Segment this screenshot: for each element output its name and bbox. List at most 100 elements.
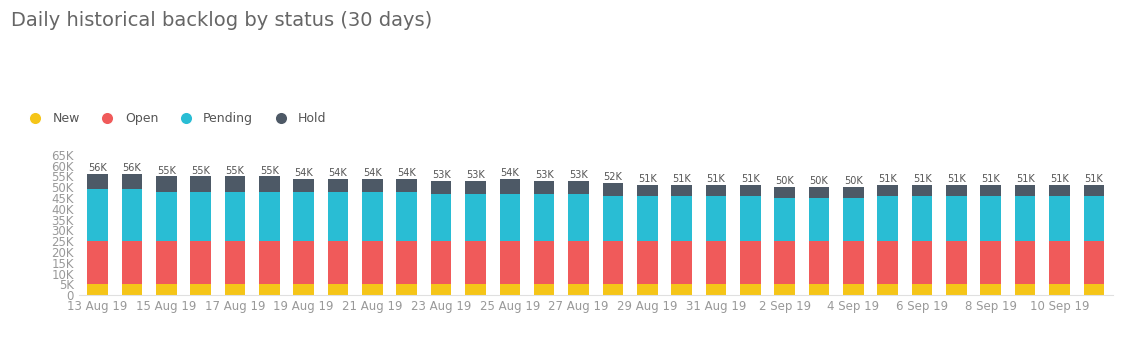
Text: 55K: 55K — [191, 166, 210, 176]
Bar — [740, 284, 761, 295]
Text: 51K: 51K — [913, 174, 932, 184]
Bar — [225, 284, 245, 295]
Bar — [534, 181, 554, 194]
Bar — [774, 187, 795, 198]
Text: 51K: 51K — [878, 174, 897, 184]
Bar — [259, 241, 280, 284]
Bar — [121, 174, 143, 189]
Bar — [190, 192, 211, 241]
Bar — [843, 241, 863, 284]
Bar — [1015, 284, 1035, 295]
Bar — [980, 241, 1001, 284]
Text: 51K: 51K — [1085, 174, 1104, 184]
Bar — [912, 284, 933, 295]
Text: 54K: 54K — [363, 168, 382, 178]
Text: 51K: 51K — [741, 174, 760, 184]
Bar — [569, 194, 589, 241]
Bar — [671, 196, 692, 241]
Text: 54K: 54K — [500, 168, 519, 178]
Bar — [706, 196, 726, 241]
Bar — [121, 284, 143, 295]
Bar — [534, 241, 554, 284]
Bar — [293, 241, 314, 284]
Text: 51K: 51K — [707, 174, 725, 184]
Bar — [293, 284, 314, 295]
Bar — [878, 185, 898, 196]
Text: 56K: 56K — [88, 163, 107, 174]
Bar — [465, 181, 486, 194]
Bar — [671, 241, 692, 284]
Bar — [465, 284, 486, 295]
Bar — [465, 241, 486, 284]
Bar — [397, 284, 417, 295]
Bar — [671, 185, 692, 196]
Text: 51K: 51K — [672, 174, 691, 184]
Bar — [774, 241, 795, 284]
Bar — [569, 241, 589, 284]
Bar — [328, 179, 348, 192]
Bar — [499, 194, 520, 241]
Bar — [190, 241, 211, 284]
Bar — [430, 241, 452, 284]
Bar — [88, 189, 108, 241]
Text: 51K: 51K — [1016, 174, 1034, 184]
Bar — [637, 196, 658, 241]
Bar — [190, 284, 211, 295]
Bar — [809, 187, 830, 198]
Bar — [190, 176, 211, 192]
Bar — [912, 196, 933, 241]
Text: 54K: 54K — [328, 168, 347, 178]
Bar — [740, 185, 761, 196]
Bar — [156, 176, 176, 192]
Bar — [740, 196, 761, 241]
Text: 56K: 56K — [123, 163, 142, 174]
Bar — [225, 241, 245, 284]
Bar — [1084, 284, 1104, 295]
Bar — [774, 198, 795, 241]
Bar — [637, 241, 658, 284]
Bar — [878, 284, 898, 295]
Bar — [430, 284, 452, 295]
Bar — [430, 181, 452, 194]
Bar — [912, 241, 933, 284]
Bar — [328, 241, 348, 284]
Bar — [328, 192, 348, 241]
Bar — [534, 284, 554, 295]
Text: 53K: 53K — [569, 170, 588, 180]
Bar — [706, 185, 726, 196]
Bar — [259, 284, 280, 295]
Bar — [397, 179, 417, 192]
Bar — [740, 241, 761, 284]
Legend: New, Open, Pending, Hold: New, Open, Pending, Hold — [18, 107, 332, 130]
Bar — [637, 284, 658, 295]
Bar — [156, 284, 176, 295]
Bar — [225, 192, 245, 241]
Bar — [946, 185, 967, 196]
Bar — [878, 196, 898, 241]
Bar — [397, 192, 417, 241]
Bar — [602, 284, 623, 295]
Bar — [843, 284, 863, 295]
Text: 53K: 53K — [432, 170, 451, 180]
Bar — [1049, 241, 1070, 284]
Text: Daily historical backlog by status (30 days): Daily historical backlog by status (30 d… — [11, 11, 433, 30]
Bar — [706, 284, 726, 295]
Bar — [156, 192, 176, 241]
Text: 52K: 52K — [604, 172, 623, 182]
Bar — [1049, 196, 1070, 241]
Bar — [397, 241, 417, 284]
Bar — [1015, 241, 1035, 284]
Bar — [293, 192, 314, 241]
Bar — [602, 196, 623, 241]
Bar — [499, 241, 520, 284]
Bar — [946, 196, 967, 241]
Text: 51K: 51K — [638, 174, 656, 184]
Bar — [1084, 185, 1104, 196]
Bar — [843, 187, 863, 198]
Bar — [946, 284, 967, 295]
Bar — [878, 241, 898, 284]
Bar — [569, 181, 589, 194]
Bar — [637, 185, 658, 196]
Bar — [980, 196, 1001, 241]
Bar — [121, 241, 143, 284]
